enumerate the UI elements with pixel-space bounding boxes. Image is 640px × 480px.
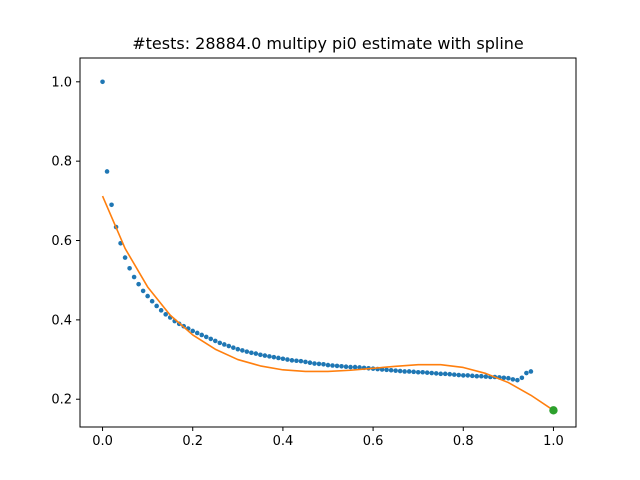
- scatter-point: [348, 364, 353, 370]
- scatter-point: [393, 368, 398, 373]
- scatter-point: [136, 281, 141, 287]
- scatter-point: [506, 375, 511, 381]
- scatter-point: [352, 364, 358, 370]
- scatter-point: [149, 298, 155, 304]
- plot-frame: [79, 57, 577, 428]
- chart-title: #tests: 28884.0 multipy pi0 estimate wit…: [132, 34, 524, 53]
- scatter-point: [199, 332, 205, 338]
- scatter-point: [163, 312, 168, 317]
- scatter-point: [253, 351, 259, 356]
- scatter-point: [212, 338, 218, 344]
- scatter-point: [127, 265, 132, 271]
- scatter-point: [145, 293, 150, 299]
- scatter-point: [469, 373, 475, 379]
- scatter-point: [411, 369, 416, 375]
- scatter-point: [528, 369, 534, 374]
- scatter-point: [122, 255, 128, 260]
- scatter-point: [104, 169, 110, 174]
- scatter-point: [158, 308, 164, 313]
- scatter-point: [280, 356, 286, 362]
- scatter-point: [388, 367, 394, 373]
- scatter-point: [330, 363, 335, 368]
- scatter-point: [244, 349, 250, 354]
- scatter-point: [501, 375, 507, 381]
- scatter-point: [217, 340, 223, 346]
- scatter-point: [303, 359, 308, 365]
- y-tick-label: 0.6: [51, 234, 72, 249]
- scatter-point: [420, 369, 425, 375]
- scatter-point: [307, 360, 313, 366]
- scatter-point: [384, 367, 389, 373]
- scatter-point: [519, 375, 525, 381]
- scatter-point: [226, 343, 232, 349]
- scatter-point: [334, 363, 340, 369]
- scatter-point: [140, 288, 146, 294]
- scatter-point: [339, 363, 344, 369]
- scatter-point: [271, 354, 277, 360]
- scatter-point: [474, 373, 480, 379]
- plot-area: [100, 79, 558, 415]
- x-tick-label: 0.0: [92, 434, 113, 449]
- scatter-point: [442, 371, 448, 377]
- scatter-point: [203, 334, 209, 340]
- scatter-point: [285, 357, 290, 362]
- scatter-point: [262, 353, 268, 358]
- scatter-point: [289, 358, 295, 363]
- scatter-point: [397, 368, 403, 374]
- scatter-point: [294, 358, 299, 364]
- x-tick-label: 0.8: [453, 434, 474, 449]
- scatter-point: [447, 371, 453, 377]
- scatter-point: [415, 369, 421, 375]
- scatter-point: [109, 202, 114, 208]
- y-tick-label: 0.8: [51, 155, 72, 170]
- scatter-point: [465, 373, 471, 378]
- scatter-point: [402, 369, 407, 374]
- scatter-point: [316, 361, 322, 367]
- axes: 0.0 0.2 0.4 0.6 0.8 1.0 0.2 0.4 0.6 0.8 1.0: [51, 75, 563, 449]
- scatter-point: [208, 336, 214, 342]
- y-tick-label: 0.2: [51, 393, 72, 408]
- scatter-point: [231, 345, 236, 350]
- scatter-point: [235, 346, 241, 352]
- scatter-point: [321, 362, 326, 367]
- scatter-point: [429, 370, 435, 376]
- pi0-estimate-point: [549, 406, 558, 415]
- scatter-point: [406, 369, 412, 374]
- scatter-point: [515, 377, 520, 383]
- scatter-point: [298, 358, 304, 364]
- scatter-point: [483, 374, 489, 379]
- scatter-point: [267, 354, 272, 359]
- scatter-point: [249, 350, 254, 356]
- scatter-point: [343, 364, 349, 369]
- scatter-point: [190, 328, 196, 334]
- scatter-point: [154, 303, 159, 309]
- scatter-point: [438, 371, 444, 377]
- y-tick-label: 0.4: [51, 313, 72, 328]
- scatter-point: [460, 373, 466, 378]
- scatter-point: [510, 377, 516, 382]
- x-tick-label: 0.4: [273, 434, 294, 449]
- scatter-point: [194, 330, 200, 336]
- scatter-point: [479, 373, 484, 379]
- scatter-point: [456, 372, 462, 378]
- y-tick-label: 1.0: [51, 75, 72, 90]
- x-tick-label: 1.0: [543, 434, 564, 449]
- scatter-point: [240, 348, 245, 353]
- x-tick-label: 0.2: [182, 434, 203, 449]
- scatter-point: [131, 274, 137, 280]
- scatter-point: [524, 370, 529, 376]
- scatter-point: [221, 342, 227, 347]
- scatter-point: [100, 79, 105, 85]
- scatter-point: [258, 352, 263, 358]
- scatter-point: [312, 361, 317, 366]
- scatter-point: [424, 370, 430, 375]
- scatter-point: [276, 355, 281, 361]
- x-tick-label: 0.6: [363, 434, 384, 449]
- scatter-point: [433, 371, 439, 376]
- scatter-point: [325, 362, 331, 368]
- scatter-point: [451, 372, 457, 377]
- spline-line: [101, 195, 554, 412]
